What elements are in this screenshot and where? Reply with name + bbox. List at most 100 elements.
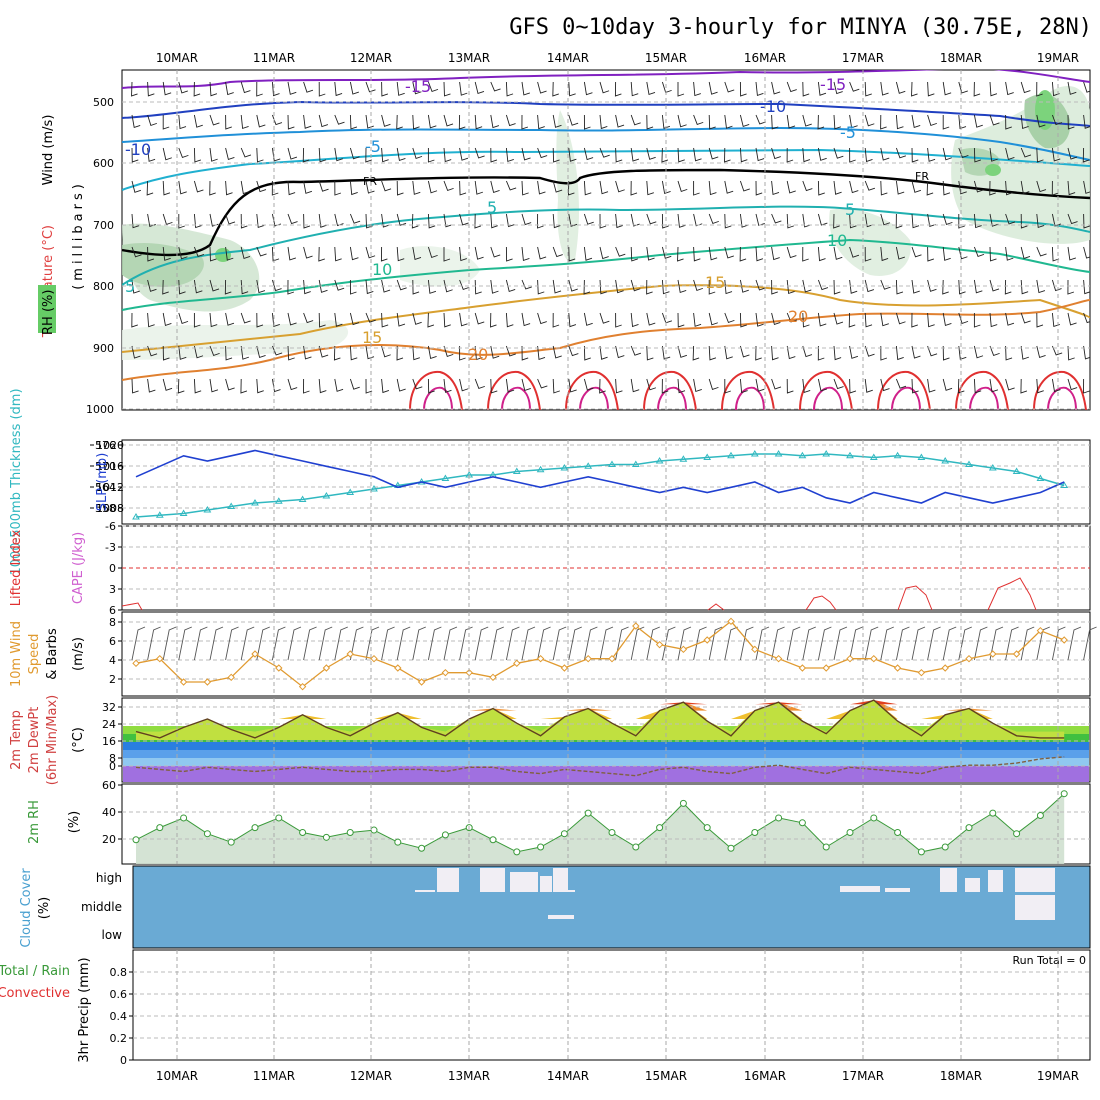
upper-wind-barb	[396, 279, 407, 291]
upper-wind-barb	[583, 378, 594, 391]
rh-marker	[441, 831, 449, 839]
thickness-marker	[869, 453, 878, 460]
upper-wind-barb	[131, 114, 141, 129]
upper-wind-barb	[1036, 213, 1045, 228]
upper-air-panel: -15 -15 -10 -10 -5 -5 5 5 5 10 10 15 15 …	[38, 69, 1091, 416]
top-date-label: 16MAR	[744, 51, 786, 65]
thickness-marker	[631, 460, 640, 467]
upper-wind-barb	[490, 81, 501, 92]
surface-wind-barb	[1083, 626, 1097, 661]
temp-label-2: 2m DewPt	[27, 707, 42, 774]
upper-wind-barb	[724, 246, 734, 259]
upper-wind-barb	[162, 81, 172, 96]
upper-wind-barb	[833, 246, 843, 260]
upper-wind-barb	[677, 213, 686, 228]
upper-wind-barb	[880, 180, 888, 196]
slp-panel-frame	[121, 439, 1091, 525]
upper-wind-barb	[786, 213, 795, 229]
upper-wind-barb	[334, 114, 345, 125]
precip-panel: 0.8 0.6 0.4 0.2 0 Run Total = 0 Total / Rain…	[0, 949, 1091, 1067]
upper-wind-barb	[677, 114, 687, 128]
thickness-marker	[1060, 481, 1069, 488]
upper-wind-barb	[552, 114, 562, 128]
upper-wind-barb	[552, 345, 562, 359]
upper-wind-barb	[911, 147, 919, 163]
axis-tick-label: 570	[95, 460, 116, 473]
upper-wind-barb	[271, 180, 279, 196]
upper-wind-barb	[958, 246, 968, 260]
upper-wind-barb	[693, 312, 702, 327]
upper-wind-barb	[209, 114, 220, 126]
upper-wind-barb	[505, 114, 516, 127]
upper-wind-barb	[271, 378, 281, 393]
upper-wind-barb	[225, 81, 234, 96]
wind-speed-marker	[156, 654, 164, 663]
upper-wind-barb	[193, 345, 204, 359]
top-date-label: 13MAR	[448, 51, 490, 65]
upper-wind-barb	[271, 81, 280, 97]
upper-wind-barb	[1083, 312, 1090, 324]
upper-wind-barb	[256, 378, 264, 394]
upper-wind-barb	[474, 213, 482, 229]
upper-wind-barb	[708, 213, 719, 224]
upper-wind-barb	[739, 345, 750, 358]
upper-wind-barb	[552, 213, 561, 229]
upper-wind-barb	[381, 147, 389, 163]
axis-tick-label: 1016	[96, 460, 124, 473]
upper-wind-barb	[271, 312, 280, 327]
upper-wind-barb	[864, 114, 875, 127]
upper-wind-barb	[225, 147, 235, 161]
upper-wind-barb	[724, 213, 732, 229]
upper-wind-barb	[942, 279, 949, 295]
upper-wind-barb	[1083, 279, 1090, 295]
upper-wind-barb	[599, 345, 608, 360]
upper-wind-barb	[677, 180, 688, 192]
temperature-contour	[955, 370, 1009, 410]
upper-wind-barb	[927, 147, 936, 162]
thickness-marker	[774, 450, 783, 457]
upper-wind-barb	[755, 180, 763, 196]
axis-tick-label: 2	[109, 673, 116, 686]
upper-wind-barb	[958, 214, 965, 229]
wind-speed-marker	[941, 664, 949, 672]
axis-tick-label: 40	[102, 806, 116, 819]
temp-label-3: (6hr Min/Max)	[45, 695, 60, 785]
surface-wind-barb	[786, 626, 801, 661]
temperature-contour	[122, 238, 1090, 311]
upper-wind-barb	[303, 312, 314, 324]
upper-wind-barb	[864, 312, 873, 328]
upper-wind-barb	[802, 378, 811, 393]
upper-wind-barb	[989, 180, 996, 196]
upper-wind-barb	[771, 114, 779, 130]
upper-wind-barb	[178, 147, 189, 158]
upper-wind-barb	[490, 213, 498, 229]
upper-wind-barb	[443, 180, 454, 191]
upper-wind-barb	[396, 114, 403, 130]
upper-wind-barb	[661, 279, 670, 295]
upper-wind-barb	[973, 345, 984, 359]
upper-wind-barb	[942, 147, 952, 161]
rh-marker	[870, 814, 878, 822]
surface-wind-barb	[256, 626, 270, 661]
upper-wind-barb	[349, 312, 360, 326]
upper-wind-barb	[443, 312, 451, 328]
contour-label-15b: 15	[362, 328, 382, 347]
surface-wind-barb	[381, 626, 395, 661]
axis-tick-label: 0.6	[110, 988, 128, 1001]
temperature-contour	[579, 386, 609, 410]
upper-wind-barb	[193, 147, 202, 163]
upper-wind-barb	[271, 114, 283, 126]
upper-wind-barb	[490, 114, 500, 129]
rh-marker	[584, 809, 592, 817]
wind-axis: 8 6 4 2	[109, 616, 122, 686]
upper-wind-barb	[490, 312, 497, 328]
precip-label-axis: 3hr Precip (mm)	[77, 957, 92, 1062]
upper-wind-barb	[147, 345, 158, 357]
bottom-date-label: 19MAR	[1037, 1069, 1079, 1083]
upper-wind-barb	[989, 279, 1000, 292]
upper-wind-barb	[739, 180, 750, 192]
rh-marker	[917, 848, 925, 856]
upper-wind-barb	[396, 180, 404, 196]
upper-wind-barb	[396, 378, 406, 392]
